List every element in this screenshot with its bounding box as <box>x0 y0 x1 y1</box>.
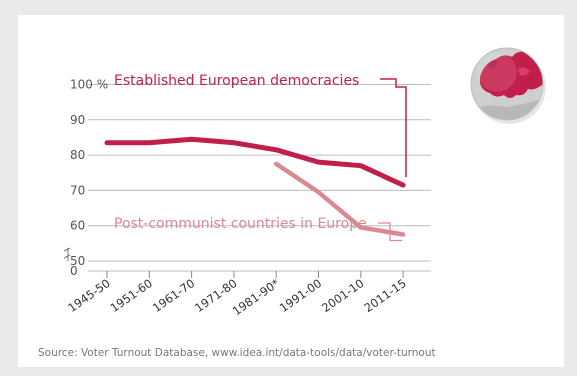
series-line-established <box>104 136 406 188</box>
europe-globe-icon <box>470 47 546 124</box>
x-tick-label: 1981-90* <box>230 276 282 318</box>
leader-line-established <box>380 78 407 178</box>
x-tick-label: 2011-15 <box>361 276 408 315</box>
y-tick-label: 70 <box>70 183 85 197</box>
y-tick-label: 0 <box>70 264 78 278</box>
axis-break-icon <box>63 247 71 261</box>
y-tick-label: 50 <box>70 254 85 268</box>
series-label-established: Established European democracies <box>114 73 359 89</box>
y-tick-label: 100 % <box>70 78 108 92</box>
x-tick-label: 1951-60 <box>108 276 155 315</box>
series-line-post-communist <box>273 161 406 237</box>
x-tick-label: 1961-70 <box>150 276 197 315</box>
x-tick-label: 1991-00 <box>277 276 324 315</box>
source-note: Source: Voter Turnout Database, www.idea… <box>38 347 436 359</box>
x-tick-label: 1945-50 <box>65 276 112 315</box>
x-tick-label: 2001-10 <box>319 276 366 315</box>
chart-card: 0 50 60 70 80 90 100 % 1945-50 1951-60 1961-70 197… <box>18 15 564 367</box>
y-tick-label: 80 <box>70 148 85 162</box>
leader-line-post-communist <box>378 222 402 242</box>
series-label-post-communist: Post-communist countries in Europe <box>114 216 367 232</box>
y-tick-label: 90 <box>70 113 85 127</box>
y-tick-label: 60 <box>70 219 85 233</box>
